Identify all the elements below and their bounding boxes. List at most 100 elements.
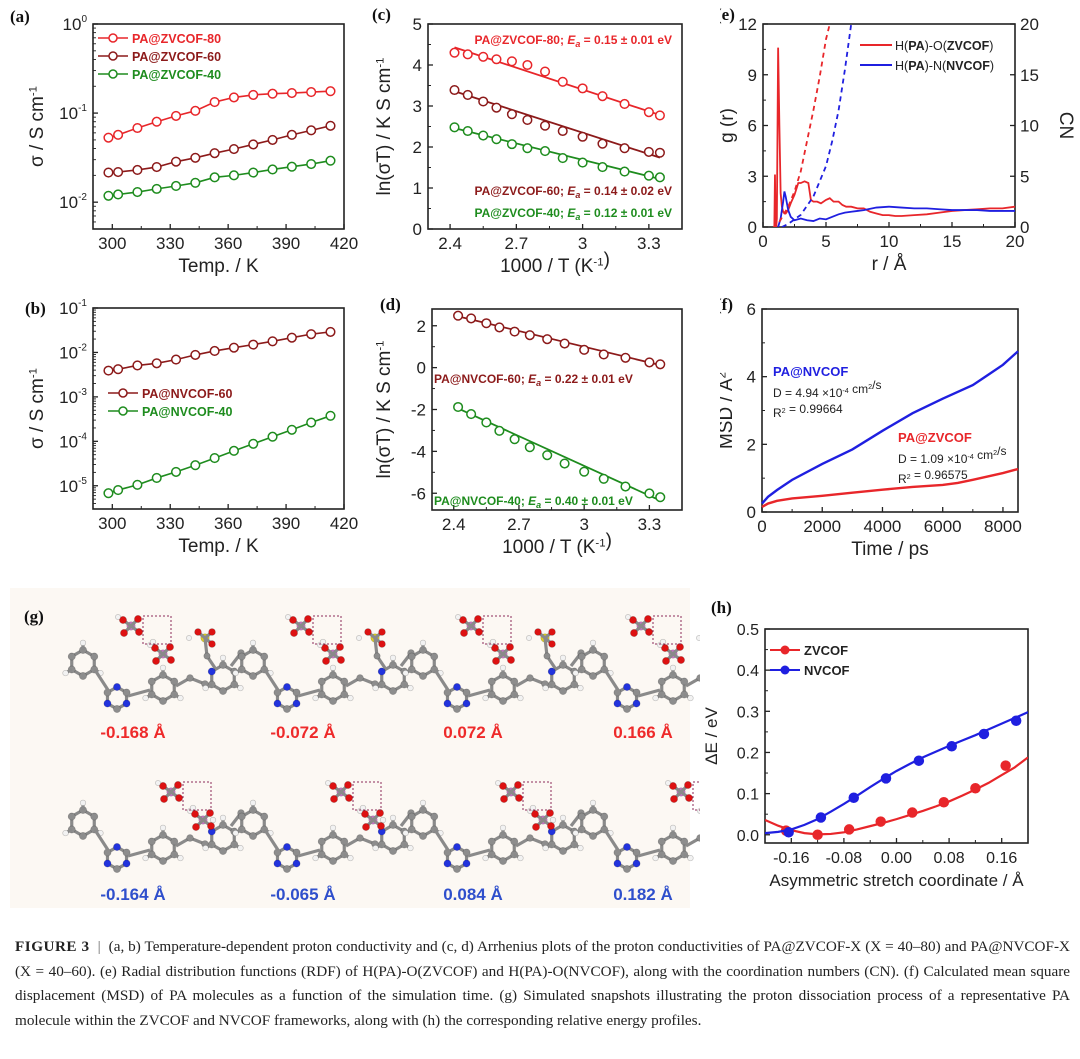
- series-curve-ZVCOF: [765, 756, 1028, 836]
- hydrogen-atom: [149, 638, 157, 646]
- legend-label: H(PA)-N(NVCOF): [895, 59, 994, 73]
- data-point-NVCOF: [946, 741, 957, 752]
- oxygen-atom: [474, 615, 482, 623]
- snapshot-label-zvcof: 0.166 Å: [613, 723, 673, 742]
- data-point-ZVCOF: [843, 824, 855, 835]
- hydrogen-atom: [455, 614, 461, 620]
- data-point-PA@ZVCOF-40: [597, 162, 608, 173]
- data-point-ZVCOF: [970, 783, 981, 794]
- data-point-PA@ZVCOF-60: [325, 120, 336, 131]
- ring-atom: [577, 652, 586, 661]
- data-point-PA@NVCOF-40: [267, 431, 278, 442]
- ring-atom: [462, 859, 471, 868]
- x-tick-label: 4000: [864, 517, 902, 536]
- y-tick-label: 0: [747, 503, 756, 522]
- oxygen-atom: [684, 781, 692, 789]
- panel-g-snapshots: [10, 588, 690, 908]
- ring-atom: [613, 699, 622, 708]
- x-tick-label: 300: [98, 234, 126, 253]
- data-point-PA@ZVCOF-80: [491, 54, 502, 65]
- data-point-PA@NVCOF-40: [494, 425, 505, 436]
- data-point-PA@NVCOF-40: [620, 481, 631, 492]
- ring-atom: [170, 677, 179, 686]
- y-tick-label: 100: [63, 14, 88, 34]
- ring-atom: [340, 837, 349, 846]
- data-point-PA@NVCOF-60: [494, 322, 505, 333]
- series-line-CN ZVCOF: [778, 24, 831, 223]
- data-point-PA@NVCOF-60: [248, 339, 259, 350]
- hydrogen-atom: [577, 844, 584, 852]
- ring-atom: [317, 837, 326, 846]
- data-point-PA@ZVCOF-60: [151, 161, 162, 173]
- hydrogen-atom: [79, 799, 87, 806]
- highlight-box: [522, 781, 552, 811]
- oxygen-atom: [194, 628, 202, 636]
- data-point-PA@ZVCOF-60: [113, 166, 124, 178]
- legend-label: ZVCOF: [804, 643, 848, 658]
- ring-atom: [623, 865, 631, 873]
- x-tick-label: 3.3: [638, 515, 662, 534]
- data-point-PA@ZVCOF-60: [522, 114, 533, 125]
- y-tick-label: 0: [748, 218, 757, 237]
- highlight-box: [482, 615, 512, 645]
- ring-atom: [147, 837, 156, 846]
- data-point-PA@ZVCOF-40: [449, 122, 460, 133]
- oxygen-atom: [662, 657, 670, 665]
- x-tick-label: 0: [758, 232, 767, 251]
- ring-atom: [329, 857, 337, 865]
- hydrogen-atom: [329, 824, 337, 831]
- annotation-PA@ZVCOF-80: PA@ZVCOF-80; Ea = 0.15 ± 0.01 eV: [474, 33, 672, 49]
- panel-label: (g): [24, 607, 44, 626]
- series-curve-NVCOF: [765, 711, 1028, 835]
- data-point-PA@NVCOF-60: [151, 358, 162, 369]
- bond: [127, 848, 151, 858]
- data-point-PA@ZVCOF-80: [557, 76, 568, 87]
- oxygen-atom: [175, 794, 183, 802]
- y-tick-label: 0.0: [737, 828, 759, 845]
- y-tick-label: 6: [748, 117, 757, 136]
- x-axis-label: 1000 / T (K-1): [502, 531, 612, 558]
- carbon-atom: [373, 652, 381, 660]
- ring-atom: [79, 672, 87, 680]
- y2-tick-label: 10: [1020, 117, 1039, 136]
- figure-caption: FIGURE 3 | (a, b) Temperature-dependent pr…: [15, 935, 1070, 1033]
- oxygen-atom: [135, 628, 143, 636]
- y-tick-label: 3: [748, 167, 757, 186]
- y-tick-label: -4: [411, 442, 426, 461]
- y-axis-label: ΔE / eV: [702, 707, 721, 765]
- hydrogen-atom: [482, 854, 489, 862]
- oxygen-atom: [546, 809, 554, 817]
- data-point-PA@NVCOF-40: [579, 466, 590, 477]
- data-point-PA@ZVCOF-80: [619, 98, 630, 109]
- ring-atom: [67, 812, 76, 821]
- data-point-PA@ZVCOF-80: [170, 110, 182, 121]
- hydrogen-atom: [687, 694, 694, 702]
- hydrogen-atom: [79, 639, 87, 646]
- hydrogen-atom: [652, 694, 659, 702]
- ring-atom: [589, 672, 597, 680]
- oxygen-atom: [499, 782, 507, 790]
- series-line-PA@NVCOF-40: [108, 415, 331, 494]
- hydrogen-atom: [389, 654, 397, 661]
- ring-atom: [249, 832, 257, 840]
- oxygen-atom: [322, 657, 330, 665]
- x-tick-label: 2.4: [442, 515, 466, 534]
- plot-frame: [762, 23, 1016, 228]
- ring-atom: [90, 812, 99, 821]
- data-point-PA@NVCOF-40: [132, 479, 143, 490]
- y-tick-label: 4: [413, 56, 422, 75]
- data-point-PA@ZVCOF-40: [654, 172, 665, 183]
- legend-marker: [108, 69, 118, 79]
- data-point-PA@NVCOF-40: [151, 472, 162, 483]
- legend-label: PA@ZVCOF-40: [132, 68, 221, 82]
- hydrogen-atom: [202, 684, 209, 692]
- carbon-atom: [526, 834, 534, 842]
- x-axis-label: Asymmetric stretch coordinate / Å: [769, 871, 1024, 890]
- ring-atom: [453, 843, 461, 851]
- oxygen-atom: [506, 643, 514, 651]
- data-point-PA@ZVCOF-60: [306, 125, 317, 136]
- data-point-PA@NVCOF-60: [542, 334, 553, 345]
- data-point-PA@ZVCOF-40: [540, 146, 551, 157]
- y2-tick-label: 20: [1020, 15, 1039, 34]
- x-tick-label: 5: [821, 232, 830, 251]
